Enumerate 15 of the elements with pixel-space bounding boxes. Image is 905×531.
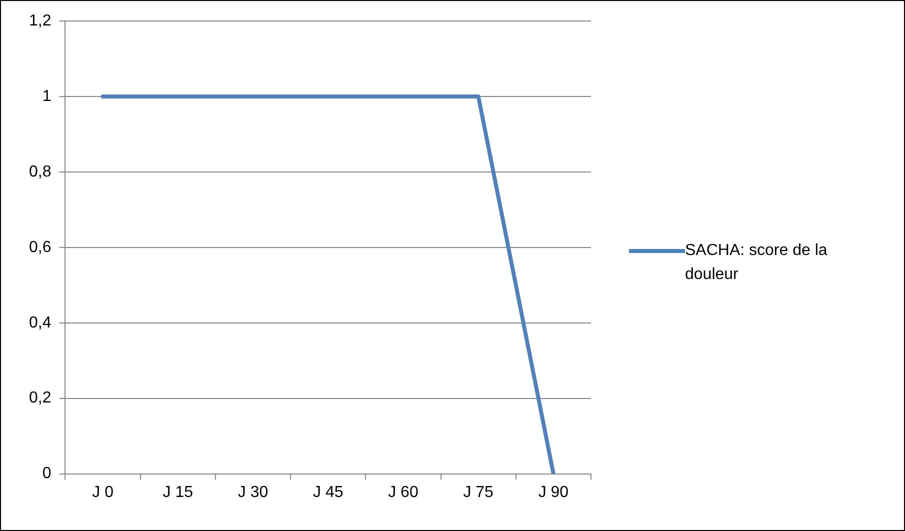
x-tick-label: J 15 bbox=[162, 484, 194, 501]
text: 1 bbox=[42, 88, 52, 105]
x-tick-label: J 0 bbox=[92, 484, 114, 501]
text: 0 bbox=[42, 465, 52, 482]
x-tick-label: J 60 bbox=[388, 484, 418, 501]
y-tick-label: 0,4 bbox=[28, 314, 52, 332]
y-tick-label: 0,8 bbox=[28, 163, 52, 180]
y-tick-label: 1,2 bbox=[28, 12, 52, 30]
x-tick-label: J 90 bbox=[538, 484, 569, 501]
x-tick-label: J 30 bbox=[238, 484, 268, 501]
x-tick-label: J 45 bbox=[312, 484, 344, 501]
x-tick-label: J 75 bbox=[463, 484, 494, 501]
y-tick-label: 0,2 bbox=[28, 390, 52, 407]
y-tick-label: 0,6 bbox=[28, 238, 52, 256]
legend-label: SACHA: score de la douleur bbox=[685, 241, 828, 285]
